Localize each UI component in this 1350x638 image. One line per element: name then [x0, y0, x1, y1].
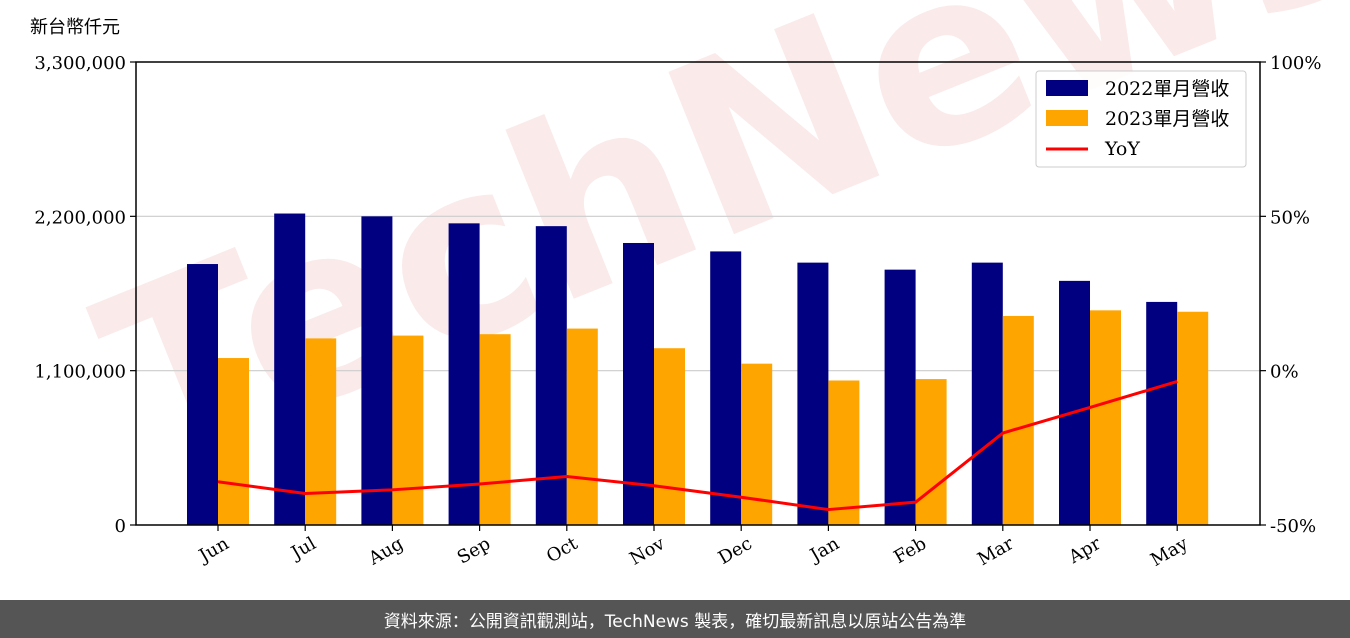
source-footer: 資料來源：公開資訊觀測站，TechNews 製表，確切最新訊息以原站公告為準 — [0, 600, 1350, 638]
y-tick-label-right: 0% — [1270, 362, 1299, 383]
legend-box — [1035, 70, 1247, 168]
bars — [187, 213, 1209, 526]
bar-2022-apr — [1059, 280, 1090, 525]
y-tick-label-right: -50% — [1270, 516, 1316, 537]
x-tick-label: May — [1147, 533, 1192, 571]
bar-2023-nov — [654, 348, 685, 525]
bar-2022-jan — [797, 262, 829, 525]
bar-2023-feb — [915, 379, 947, 525]
x-tick-label: Aug — [364, 533, 407, 570]
x-tick-label: Mar — [974, 533, 1018, 570]
y-tick-label-right: 50% — [1270, 207, 1310, 228]
y-tick-label-left: 0 — [115, 516, 126, 537]
x-tick-label: Sep — [454, 533, 494, 568]
bar-2023-apr — [1090, 310, 1121, 525]
x-tick-label: Feb — [890, 533, 930, 568]
y-axis-unit-label: 新台幣仟元 — [30, 17, 120, 38]
yoy-line — [217, 380, 1178, 512]
bar-2022-aug — [361, 216, 393, 526]
bar-2022-jul — [274, 213, 306, 525]
bar-2022-jun — [187, 264, 218, 525]
bar-2023-sep — [479, 334, 511, 525]
x-tick-label: Jan — [805, 533, 843, 567]
legend-label-2023: 2023單月營收 — [1105, 108, 1229, 130]
y-tick-label-left: 3,300,000 — [34, 53, 126, 74]
yoy-line-layer — [217, 380, 1178, 512]
bar-2022-may — [1146, 301, 1178, 525]
x-tick-label: Apr — [1064, 533, 1104, 568]
bar-2023-jun — [218, 358, 249, 525]
bar-2023-may — [1177, 311, 1209, 525]
chart: TechNews 新台幣仟元 01,100,0002,200,0003,300,… — [30, 0, 1350, 571]
bar-2022-nov — [623, 242, 654, 525]
x-axis: Jun Jul Aug Sep Oct Nov Dec Jan Feb Mar Apr May — [194, 525, 1192, 571]
legend-swatch-2022 — [1046, 80, 1088, 96]
bar-2023-jul — [305, 338, 337, 525]
bar-2022-sep — [448, 223, 480, 525]
bar-2022-dec — [710, 251, 742, 525]
y-tick-label-right: 100% — [1270, 53, 1321, 74]
x-tick-label: Jul — [286, 533, 320, 565]
bar-2022-mar — [971, 262, 1003, 525]
bar-2022-feb — [884, 269, 916, 525]
x-tick-label: Dec — [715, 533, 756, 569]
bar-2023-oct — [566, 328, 598, 525]
legend-label-yoy: YoY — [1104, 138, 1140, 160]
legend-label-2022: 2022單月營收 — [1105, 78, 1229, 100]
axes — [135, 61, 1261, 526]
bar-2023-jan — [828, 380, 860, 525]
legend-swatch-2023 — [1046, 110, 1088, 126]
y-tick-label-left: 2,200,000 — [34, 207, 126, 228]
x-tick-label: Jun — [194, 533, 233, 568]
y-axis-right: -50% 0% 50% 100% — [1260, 53, 1321, 537]
y-tick-label-left: 1,100,000 — [34, 362, 126, 383]
bar-2022-oct — [535, 226, 567, 525]
bar-2023-aug — [392, 335, 424, 525]
bar-2023-mar — [1002, 315, 1034, 525]
y-axis-left: 0 1,100,000 2,200,000 3,300,000 — [34, 53, 136, 537]
legend: 2022單月營收 2023單月營收 YoY — [1035, 70, 1247, 168]
source-footer-text: 資料來源：公開資訊觀測站，TechNews 製表，確切最新訊息以原站公告為準 — [383, 611, 967, 632]
x-tick-label: Nov — [626, 533, 669, 570]
plot-frame — [135, 61, 1261, 526]
x-tick-label: Oct — [543, 533, 582, 568]
